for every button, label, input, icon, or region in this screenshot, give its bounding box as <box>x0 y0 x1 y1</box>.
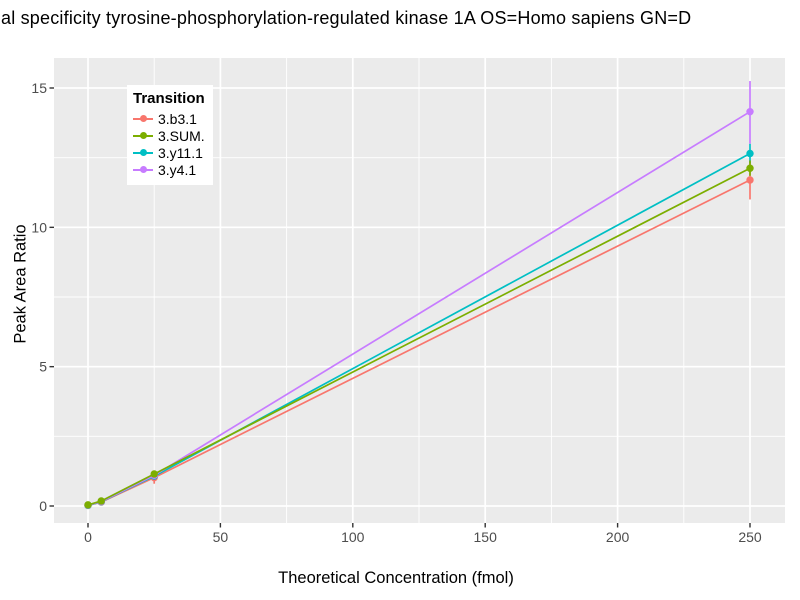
legend-item: 3.SUM. <box>133 127 205 144</box>
y-tick-label: 15 <box>31 80 47 96</box>
data-point-3.SUM. <box>84 501 92 509</box>
x-tick-label: 50 <box>213 529 229 545</box>
legend-key-dot <box>139 149 147 156</box>
legend-item-label: 3.y4.1 <box>158 161 197 178</box>
legend-items: 3.b3.1 3.SUM. 3.y11.1 3.y4.1 <box>133 110 205 178</box>
legend-item: 3.y4.1 <box>133 161 205 178</box>
legend-item: 3.y11.1 <box>133 144 205 161</box>
y-tick-label: 5 <box>39 359 47 375</box>
y-tick-label: 10 <box>31 219 47 235</box>
legend-item: 3.b3.1 <box>133 110 205 127</box>
x-tick-label: 0 <box>84 529 92 545</box>
y-axis-title: Peak Area Ratio <box>11 224 30 344</box>
legend-key-icon <box>133 110 153 127</box>
data-point-3.SUM. <box>150 470 158 478</box>
plot-title: al specificity tyrosine-phosphorylation-… <box>1 8 692 28</box>
legend-item-label: 3.b3.1 <box>158 110 197 127</box>
legend-key-icon <box>133 127 153 144</box>
legend-key-dot <box>139 132 147 139</box>
legend-item-label: 3.SUM. <box>158 127 205 144</box>
legend-item-label: 3.y11.1 <box>158 144 203 161</box>
data-point-3.y11.1 <box>746 149 754 158</box>
legend-key-dot <box>139 166 147 173</box>
y-tick-label: 0 <box>39 498 47 514</box>
legend: Transition 3.b3.1 3.SUM. 3.y11.1 3.y4.1 <box>127 85 213 185</box>
legend-key-dot <box>139 115 147 122</box>
data-point-3.b3.1 <box>746 176 754 184</box>
data-point-3.y4.1 <box>746 107 754 116</box>
series-line-3.SUM. <box>87 167 751 506</box>
x-tick-label: 250 <box>738 529 762 545</box>
legend-title: Transition <box>133 90 205 107</box>
x-axis-title: Theoretical Concentration (fmol) <box>278 569 514 587</box>
legend-key-icon <box>133 161 153 178</box>
data-point-3.SUM. <box>746 164 754 172</box>
data-point-3.SUM. <box>97 497 105 505</box>
x-tick-label: 100 <box>341 529 365 545</box>
x-tick-label: 150 <box>474 529 498 545</box>
legend-key-icon <box>133 144 153 161</box>
x-tick-label: 200 <box>606 529 630 545</box>
